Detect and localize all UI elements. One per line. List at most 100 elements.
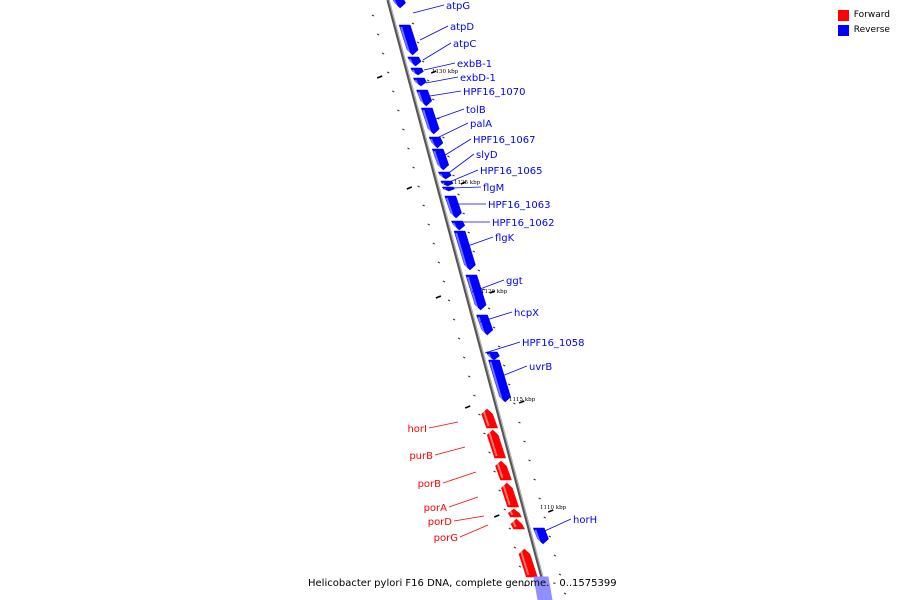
minor-tick [432,98,435,101]
gene-hpf16-1063-shine [445,197,454,217]
gene-hcpx [476,314,494,336]
legend: Forward Reverse [837,8,890,38]
gene-porb-shine [496,462,504,479]
leader-line [537,518,572,535]
scale-label: 1120 kbp [481,289,508,295]
scale-label: 1125 kbp [454,180,481,186]
minor-tick [452,318,456,321]
leader-line [441,138,472,158]
scale-label: 1110 kbp [540,505,567,511]
gene-flgk-shine [455,232,468,269]
minor-tick [462,212,465,215]
gene-label-hpf16-1065: HPF16_1065 [480,166,542,177]
minor-tick [523,584,527,587]
minor-tick [426,79,430,82]
gene-horh [532,527,549,545]
scale-label: 1115 kbp [509,397,536,403]
gene-pala [428,136,444,149]
minor-tick [508,383,511,386]
gene-atpg [392,0,406,9]
minor-tick [503,508,506,511]
minor-tick [381,52,385,55]
major-tick [489,290,496,294]
minor-tick [553,554,557,557]
gene-label-ggt: ggt [506,276,523,287]
gene-label-flgk: flgK [495,233,515,244]
minor-tick [518,421,521,424]
gene-porg [510,518,525,530]
minor-tick [421,60,425,63]
legend-item-forward: Forward [837,8,890,23]
minor-tick [523,440,526,443]
major-tick [435,295,442,299]
minor-tick [473,394,476,397]
gene-label-exbb-1: exbB-1 [457,59,492,70]
minor-tick [538,497,541,500]
gene-tolb [420,107,440,135]
major-tick [376,75,383,79]
gene-label-atpg: atpG [446,1,470,12]
genome-caption: Helicobacter pylori F16 DNA, complete ge… [308,578,617,589]
backbone-highlight [388,0,550,600]
gene-hpf16-1062-shine [452,222,457,229]
gene-ggt-shine [466,276,479,309]
gene-atpd [398,24,419,56]
leader-line [461,236,494,249]
minor-tick [442,280,446,283]
minor-tick [442,136,445,139]
gene-label-uvrb: uvrB [529,362,552,373]
minor-tick [402,128,405,131]
gene-pora-shine [502,484,511,506]
gene-hcpx-shine [477,316,485,334]
gene-label-pala: palA [470,119,492,130]
gene-label-porb: porB [418,479,442,490]
gene-hpf16-1065 [440,180,454,187]
gene-pala-shine [430,138,435,147]
minor-tick [563,592,567,595]
minor-tick [493,470,496,473]
leader-line [434,446,466,456]
legend-item-reverse: Reverse [837,23,890,38]
minor-tick [482,288,486,291]
minor-tick [412,166,415,169]
legend-label-forward: Forward [853,10,890,20]
gene-features [392,0,553,600]
leader-line [412,4,445,14]
minor-tick [477,269,481,272]
major-tick [518,400,525,404]
gene-flgm [441,186,455,192]
gene-hpf16-1058 [485,351,500,361]
gene-uvrb [488,359,511,403]
leader-line [484,341,521,354]
gene-pora [501,482,520,508]
gene-atpd-shine [400,26,411,54]
gene-label-pora: porA [424,503,448,514]
leader-line [459,524,489,538]
minor-tick [472,250,476,253]
reverse-swatch [837,25,849,36]
minor-tick [457,193,460,196]
major-tick [460,181,467,185]
minor-tick [468,375,471,378]
gene-pord-shine [509,510,514,516]
minor-tick [513,546,517,549]
gene-atpc [407,56,422,67]
minor-tick [487,307,491,310]
gene-hpf16-1070-shine [417,91,424,105]
gene-pord [507,508,522,518]
gene-flgk [453,230,476,271]
gene-label-slyd: slyD [476,150,498,161]
gene-purb-shine [488,431,498,457]
gene-hpf16-1067 [431,148,450,171]
leader-line [428,421,459,429]
gene-unlabeled-forward-shine [519,550,530,576]
minor-tick [457,337,461,340]
minor-tick [452,174,455,177]
gene-label-tolb: tolB [466,105,486,116]
gene-hpf16-1065-shine [442,182,445,185]
gene-ggt [465,274,487,311]
minor-tick [497,345,501,348]
legend-label-reverse: Reverse [853,25,890,35]
leader-line [425,76,459,84]
